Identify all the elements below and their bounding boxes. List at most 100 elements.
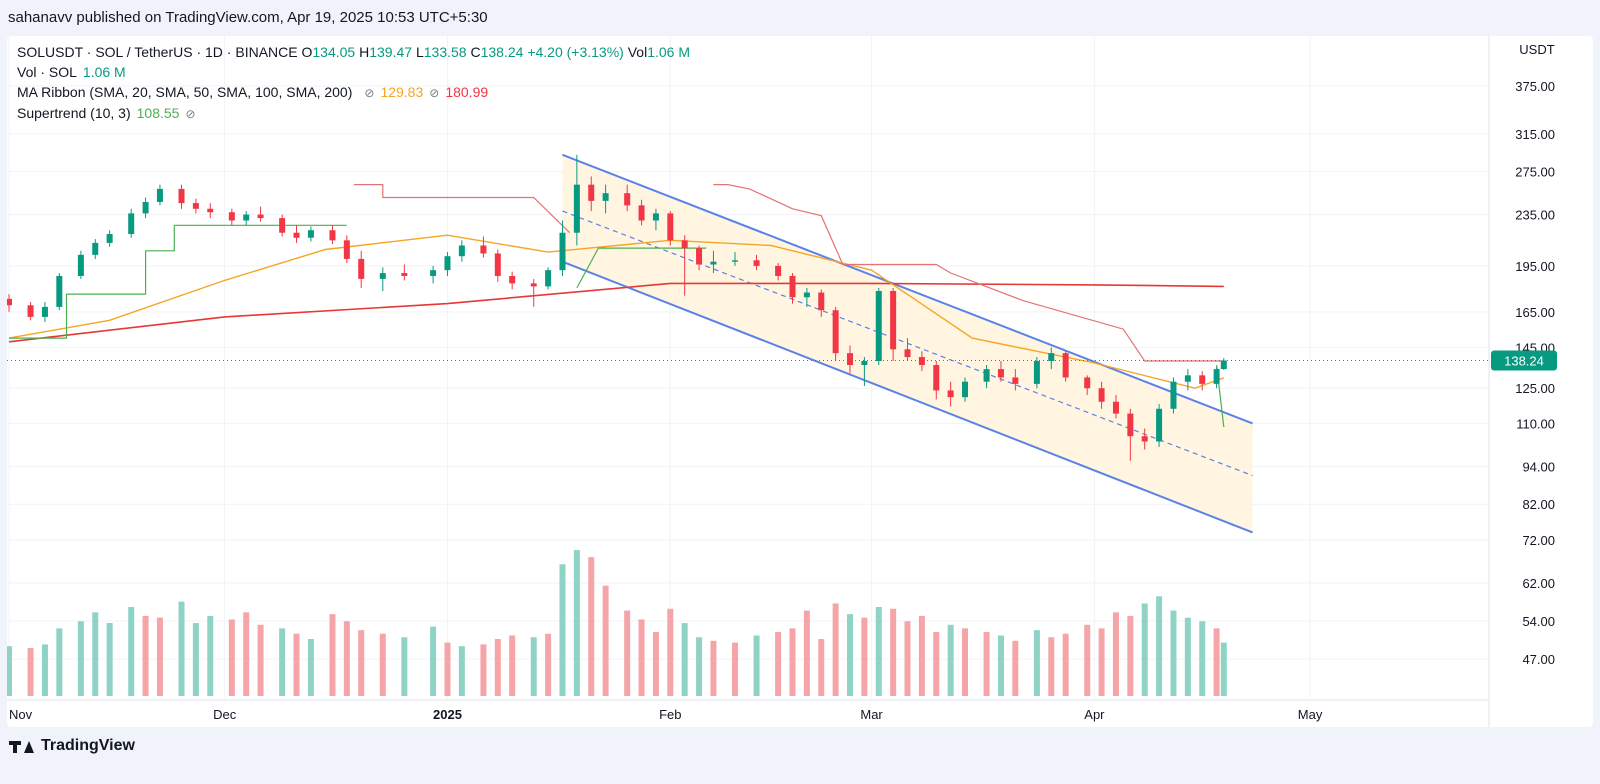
- candle-body: [307, 230, 314, 238]
- candle-body: [545, 270, 552, 287]
- legend-low-label: L: [415, 44, 424, 60]
- candle-body: [401, 273, 408, 276]
- hidden-eye-icon[interactable]: ⊘: [364, 86, 375, 100]
- chart-legend: SOLUSDT · SOL / TetherUS · 1D · BINANCE …: [17, 42, 690, 124]
- legend-high-value: 139.47: [369, 44, 413, 60]
- currency-label: USDT: [1519, 42, 1554, 57]
- chart-frame[interactable]: SOLUSDT · SOL / TetherUS · 1D · BINANCE …: [7, 36, 1593, 727]
- volume-bar: [41, 644, 48, 696]
- candle-body: [156, 188, 163, 202]
- volume-bar: [1199, 621, 1206, 696]
- candle-body: [178, 188, 185, 204]
- volume-bar: [56, 628, 63, 696]
- footer: TradingView: [0, 727, 1600, 784]
- price-tick-label: 235.00: [1515, 208, 1555, 223]
- candle-body: [947, 390, 954, 398]
- candle-body: [847, 353, 854, 366]
- legend-main-row: SOLUSDT · SOL / TetherUS · 1D · BINANCE …: [17, 42, 690, 62]
- price-tick-label: 375.00: [1515, 79, 1555, 94]
- volume-bar: [983, 631, 990, 696]
- volume-tick-label: 62.00: [1522, 576, 1555, 591]
- candle-body: [588, 184, 595, 201]
- volume-bar: [379, 633, 386, 696]
- legend-vol-label: Vol: [627, 44, 648, 60]
- supertrend-study-name: Supertrend (10, 3): [17, 105, 131, 121]
- volume-study-value: 1.06 M: [82, 64, 126, 80]
- volume-bar: [178, 601, 185, 696]
- legend-symbol[interactable]: SOLUSDT · SOL / TetherUS · 1D · BINANCE: [17, 44, 298, 60]
- volume-bar: [142, 615, 149, 696]
- volume-bar: [458, 646, 465, 696]
- volume-bar: [1141, 603, 1148, 696]
- volume-bar: [890, 608, 897, 696]
- legend-close-label: C: [470, 44, 481, 60]
- hidden-eye-icon[interactable]: ⊘: [429, 86, 440, 100]
- candle-body: [652, 213, 659, 221]
- time-tick-label: Feb: [659, 707, 681, 722]
- volume-bar: [1098, 628, 1105, 696]
- candle-body: [1062, 353, 1069, 378]
- legend-ma-row[interactable]: MA Ribbon (SMA, 20, SMA, 50, SMA, 100, S…: [17, 82, 690, 103]
- volume-bar: [818, 639, 825, 696]
- volume-bar: [732, 642, 738, 696]
- candle-body: [1012, 377, 1019, 384]
- volume-bar: [933, 631, 940, 696]
- volume-bar: [307, 639, 314, 696]
- candle-body: [1184, 375, 1191, 382]
- volume-bar: [243, 612, 250, 696]
- tradingview-brand[interactable]: TradingView: [9, 737, 135, 755]
- candle-body: [293, 232, 300, 238]
- volume-bar: [530, 637, 537, 696]
- candle-body: [1170, 381, 1177, 409]
- candle-body: [77, 254, 84, 276]
- candle-body: [27, 305, 34, 317]
- time-tick-label: Nov: [9, 707, 33, 722]
- volume-bar: [602, 585, 609, 696]
- candle-body: [1199, 375, 1206, 384]
- legend-high-label: H: [359, 44, 370, 60]
- volume-bar: [545, 633, 552, 696]
- volume-bar: [1062, 633, 1069, 696]
- supertrend-line: [354, 184, 571, 234]
- candle-body: [228, 212, 235, 221]
- volume-bar: [775, 631, 782, 696]
- candle-body: [1084, 377, 1091, 389]
- candle-body: [1112, 401, 1119, 414]
- price-tick-label: 110.00: [1516, 416, 1555, 431]
- candle-body: [1220, 360, 1227, 370]
- volume-bar: [997, 635, 1004, 696]
- candle-body: [667, 213, 674, 241]
- volume-bar: [832, 603, 839, 696]
- candle-body: [1156, 408, 1163, 442]
- volume-bar: [710, 640, 717, 696]
- candle-body: [7, 298, 12, 306]
- candle-body: [732, 260, 738, 262]
- volume-study-name: Vol · SOL: [17, 64, 77, 80]
- time-tick-label: May: [1298, 707, 1323, 722]
- candle-body: [573, 184, 580, 233]
- channel-upper-line: [562, 153, 1253, 425]
- hidden-eye-icon[interactable]: ⊘: [185, 107, 196, 121]
- time-tick-label: Apr: [1084, 707, 1105, 722]
- candle-body: [358, 258, 365, 279]
- volume-bar: [27, 647, 34, 696]
- volume-bar: [494, 639, 501, 696]
- price-chart[interactable]: USDT 375.00 315.00 275.00 235.00 195.00 165.00…: [7, 36, 1593, 727]
- volume-bar: [430, 626, 437, 696]
- ma-study-name: MA Ribbon (SMA, 20, SMA, 50, SMA, 100, S…: [17, 84, 353, 100]
- volume-tick-label: 54.00: [1522, 614, 1555, 629]
- legend-volume-row[interactable]: Vol · SOL 1.06 M: [17, 62, 690, 82]
- ma-value-slow: 180.99: [445, 84, 489, 100]
- volume-bar: [279, 628, 286, 696]
- candle-body: [329, 230, 336, 241]
- candle-body: [638, 205, 645, 221]
- volume-bar: [918, 615, 925, 696]
- volume-bar: [401, 637, 408, 696]
- volume-bar: [947, 624, 954, 696]
- legend-supertrend-row[interactable]: Supertrend (10, 3) 108.55 ⊘: [17, 103, 690, 124]
- candle-body: [681, 240, 688, 249]
- volume-bar: [753, 635, 760, 696]
- price-tick-label: 82.00: [1522, 497, 1555, 512]
- volume-bar: [638, 619, 645, 696]
- legend-change: +4.20 (+3.13%): [527, 44, 624, 60]
